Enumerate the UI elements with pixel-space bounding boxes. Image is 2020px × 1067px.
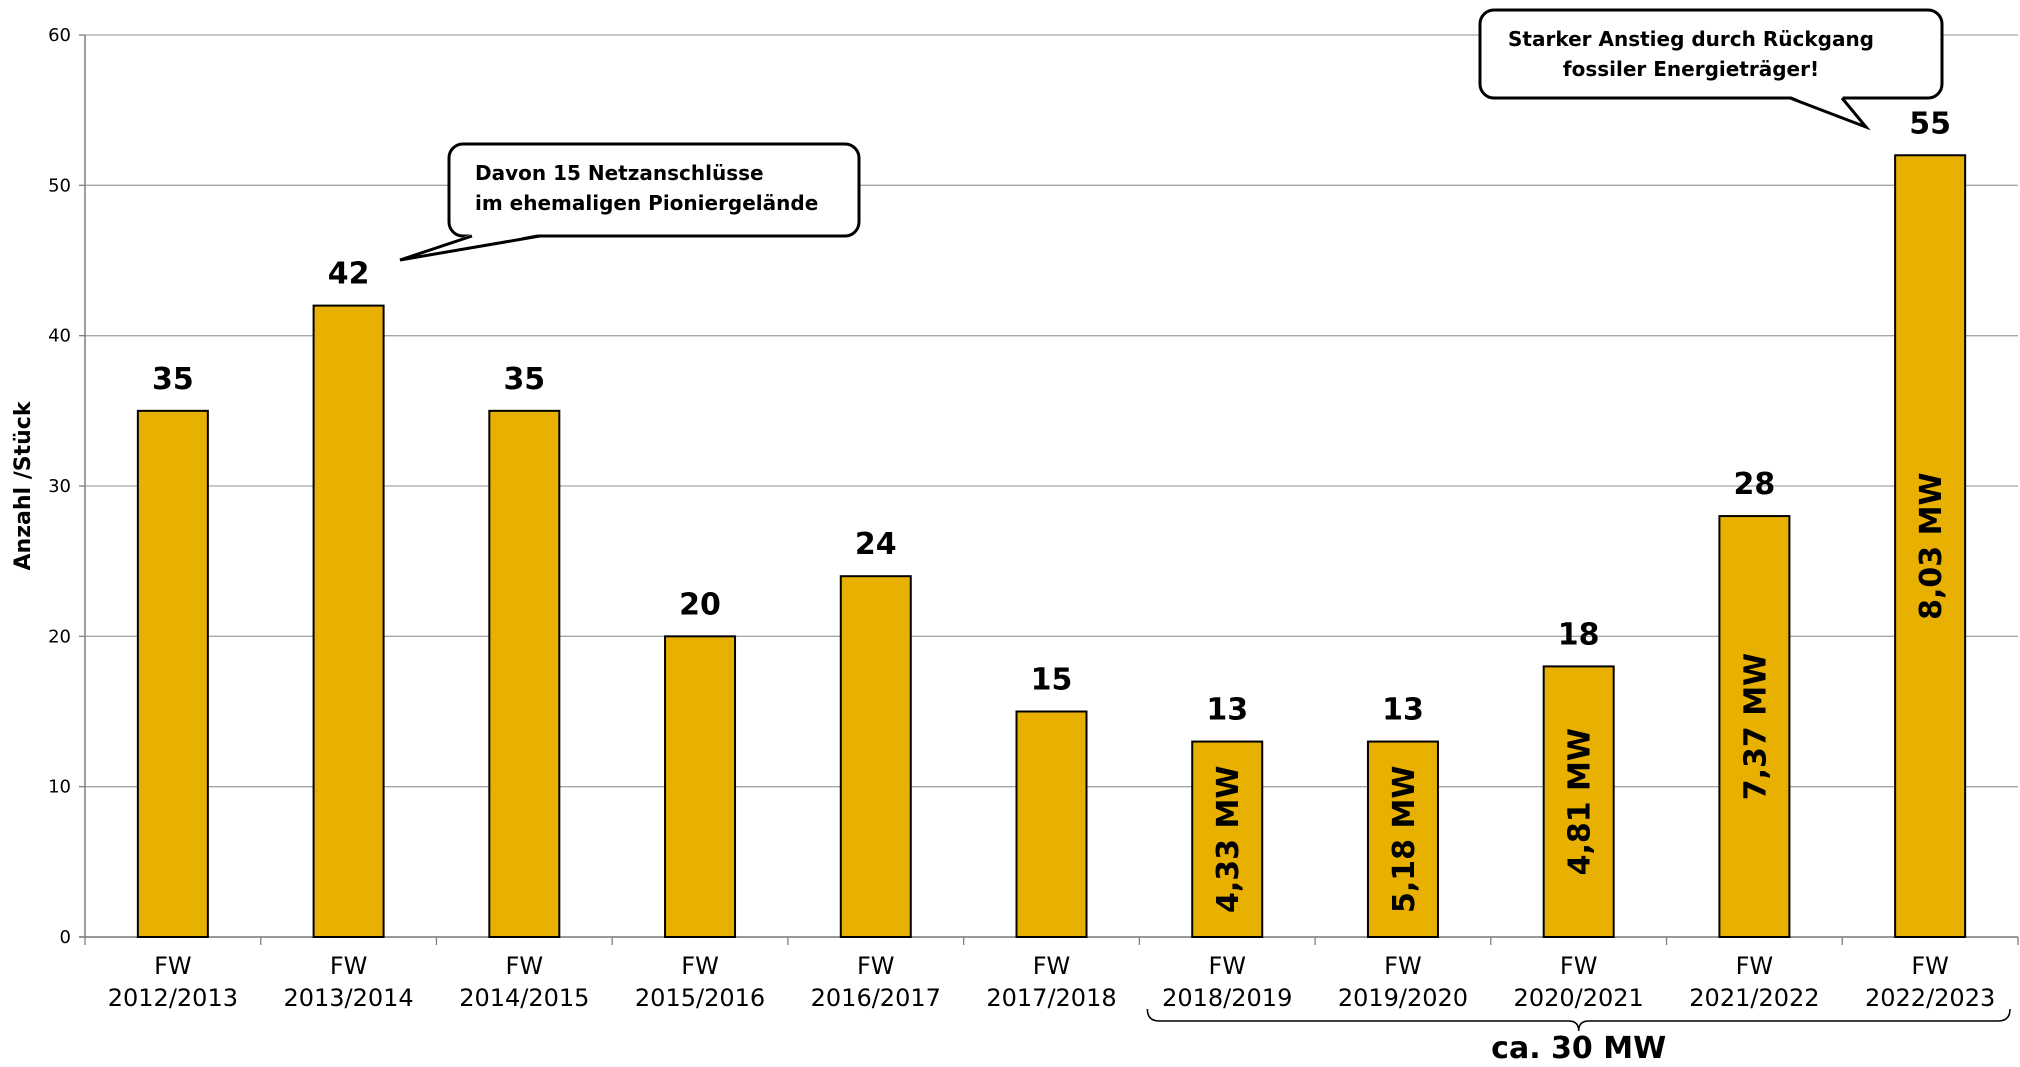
x-tick-label: FW (506, 952, 544, 980)
x-tick-label: FW (681, 952, 719, 980)
x-tick-label: 2017/2018 (986, 984, 1116, 1012)
bar-value-label: 55 (1909, 106, 1951, 141)
y-tick-label: 0 (60, 927, 71, 948)
x-tick-label: 2015/2016 (635, 984, 765, 1012)
bar (1718, 515, 1791, 938)
bar-value-label: 20 (679, 587, 721, 622)
callout-pointer (399, 234, 541, 262)
bar-mw-label: 4,81 MW (1563, 728, 1598, 875)
bar-mw-label: 5,18 MW (1387, 766, 1422, 913)
x-tick-label: FW (857, 952, 895, 980)
x-tick-label: 2022/2023 (1865, 984, 1995, 1012)
bar (136, 409, 209, 939)
bar-mw-label: 7,37 MW (1738, 653, 1773, 800)
bar-mw-label: 8,03 MW (1914, 472, 1949, 619)
bar-value-label: 24 (855, 527, 897, 562)
x-tick-label: FW (1736, 952, 1774, 980)
bar-value-label: 13 (1382, 693, 1424, 728)
bar (1015, 710, 1088, 938)
bracket-label: ca. 30 MW (1491, 1031, 1666, 1066)
x-tick-label: 2013/2014 (283, 984, 413, 1012)
bar (312, 304, 385, 939)
y-axis-title: Anzahl /Stück (11, 400, 36, 570)
x-tick-label: FW (154, 952, 192, 980)
bar (1191, 740, 1264, 938)
callout-text: fossiler Energieträger! (1563, 57, 1819, 81)
x-tick-label: 2014/2015 (459, 984, 589, 1012)
callout-text: Davon 15 Netzanschlüsse (475, 161, 764, 185)
bracket (1146, 1008, 2011, 1032)
bar (664, 635, 737, 938)
x-tick-label: FW (330, 952, 368, 980)
bar (839, 575, 912, 938)
y-tick-label: 20 (48, 626, 71, 647)
x-tick-label: FW (1208, 952, 1246, 980)
bar-value-label: 13 (1206, 693, 1248, 728)
bar (1366, 740, 1439, 938)
y-tick-label: 60 (48, 25, 71, 46)
y-tick-label: 50 (48, 175, 71, 196)
x-tick-label: FW (1560, 952, 1598, 980)
x-tick-label: 2018/2019 (1162, 984, 1292, 1012)
callout-pointer (1789, 96, 1871, 131)
x-tick-label: 2012/2013 (108, 984, 238, 1012)
callout-box (447, 142, 861, 238)
bar-value-label: 28 (1734, 467, 1776, 502)
callout-text: Starker Anstieg durch Rückgang (1508, 27, 1874, 51)
bar-value-label: 35 (503, 362, 545, 397)
x-tick-label: 2016/2017 (811, 984, 941, 1012)
bar (488, 409, 561, 939)
bar-value-label: 35 (152, 362, 194, 397)
x-tick-label: 2019/2020 (1338, 984, 1468, 1012)
y-tick-label: 30 (48, 476, 71, 497)
bar-value-label: 18 (1558, 617, 1600, 652)
bar-mw-label: 4,33 MW (1211, 766, 1246, 913)
x-tick-label: 2021/2022 (1689, 984, 1819, 1012)
x-tick-label: FW (1384, 952, 1422, 980)
bar-value-label: 15 (1031, 663, 1073, 698)
callout-box (1478, 8, 1944, 100)
x-tick-label: FW (1911, 952, 1949, 980)
callout-text: im ehemaligen Pioniergelände (475, 191, 818, 215)
x-tick-label: 2020/2021 (1514, 984, 1644, 1012)
y-tick-label: 10 (48, 777, 71, 798)
bar-value-label: 42 (328, 257, 370, 292)
bar (1542, 665, 1615, 939)
x-tick-label: FW (1033, 952, 1071, 980)
bar (1894, 154, 1967, 938)
y-tick-label: 40 (48, 326, 71, 347)
